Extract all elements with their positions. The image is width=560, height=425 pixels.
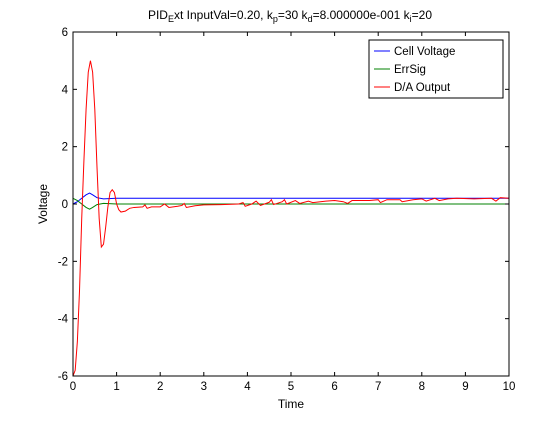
legend-entry-label: ErrSig [394, 64, 426, 76]
y-tick-label: -6 [58, 371, 68, 383]
y-tick-label: 0 [62, 199, 68, 211]
y-tick-label: 4 [62, 84, 69, 96]
x-tick-label: 1 [113, 381, 119, 393]
x-axis-label: Time [278, 397, 305, 411]
x-tick-label: 3 [201, 381, 207, 393]
tick-labels-layer: 0 1 2 3 4 5 6 7 8 9 10 -6 -4 -2 0 2 4 6 [58, 27, 516, 393]
x-tick-label: 7 [375, 381, 381, 393]
x-tick-label: 5 [288, 381, 294, 393]
series-line-d-a-output [72, 60, 510, 377]
title-part: p [273, 14, 278, 24]
y-axis-label: Voltage [36, 184, 50, 224]
x-tick-label: 4 [244, 381, 251, 393]
title-part: PID [148, 8, 168, 22]
x-tick-label: 10 [503, 381, 516, 393]
title-part: xt InputVal=0.20, k [174, 8, 274, 22]
x-tick-label: 0 [70, 381, 76, 393]
title-part: =20 [412, 8, 433, 22]
ticks-layer [72, 31, 510, 377]
x-tick-label: 2 [157, 381, 163, 393]
title-part: =30 k [278, 8, 309, 22]
x-tick-label: 6 [331, 381, 337, 393]
y-tick-label: 6 [62, 27, 68, 39]
title-part: d [308, 14, 313, 24]
legend: Cell Voltage ErrSig D/A Output [368, 39, 504, 99]
y-tick-label: -4 [58, 314, 69, 326]
title-part: i [410, 14, 412, 24]
legend-box [368, 39, 504, 99]
x-tick-label: 9 [462, 381, 468, 393]
title-part: =8.000000e-001 k [313, 8, 411, 22]
title-part: E [168, 14, 174, 24]
y-tick-label: -2 [58, 256, 68, 268]
legend-entry-label: Cell Voltage [394, 46, 455, 58]
legend-entry-label: D/A Output [394, 82, 451, 94]
y-tick-label: 2 [62, 142, 68, 154]
chart-title: PIDExt InputVal=0.20, kp=30 kd=8.000000e… [148, 8, 432, 24]
series-layer [72, 60, 510, 377]
x-tick-label: 8 [419, 381, 425, 393]
